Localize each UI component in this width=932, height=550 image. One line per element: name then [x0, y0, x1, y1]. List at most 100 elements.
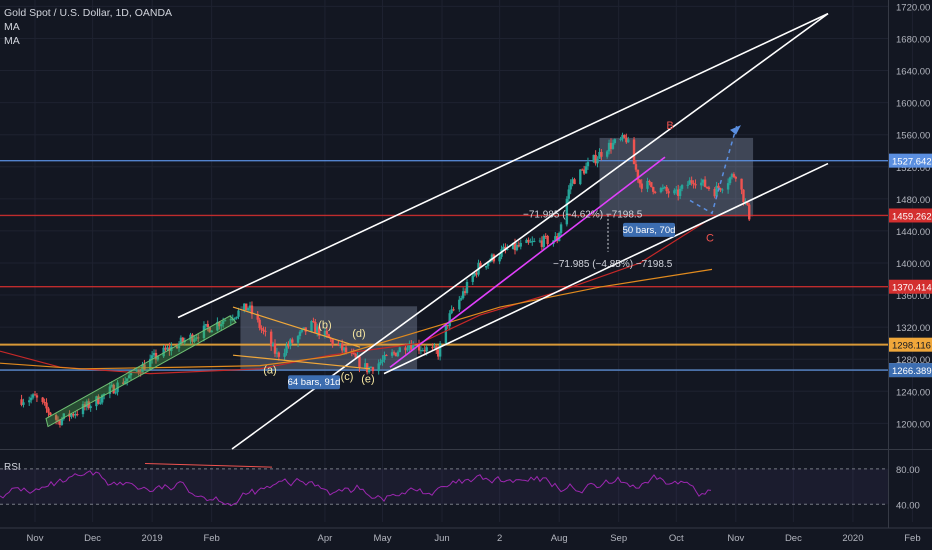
- candle-body: [700, 182, 703, 186]
- candle-body: [421, 350, 425, 352]
- candle-body: [404, 347, 407, 351]
- candle-body: [592, 154, 595, 163]
- candle-body: [223, 320, 227, 322]
- candle-body: [95, 396, 98, 407]
- candle-body: [688, 180, 691, 185]
- candle-body: [364, 363, 367, 368]
- candle-body: [542, 235, 545, 247]
- candle-body: [108, 386, 112, 394]
- ma1-label: MA: [4, 21, 20, 33]
- candle-body: [166, 347, 169, 350]
- candle-body: [605, 151, 609, 157]
- price-tick-label: 1400.00: [896, 259, 930, 270]
- candle-body: [406, 348, 409, 351]
- candle-body: [613, 139, 617, 143]
- candle-body: [383, 354, 386, 360]
- price-tick-label: 1720.00: [896, 2, 930, 13]
- candle-body: [325, 330, 329, 335]
- candle-body: [392, 352, 396, 354]
- candle-body: [354, 353, 357, 358]
- candle-body: [62, 413, 65, 419]
- candle-body: [640, 183, 643, 189]
- candle-body: [101, 394, 104, 403]
- candle-body: [680, 185, 684, 189]
- candle-body: [717, 185, 720, 189]
- candle-body: [609, 142, 613, 149]
- candle-body: [316, 326, 319, 333]
- candle-body: [365, 363, 369, 373]
- candle-body: [195, 337, 198, 339]
- candle-body: [371, 367, 375, 372]
- candle-body: [636, 169, 640, 180]
- candle-body: [586, 162, 590, 167]
- candle-body: [137, 370, 140, 373]
- candle-body: [99, 402, 102, 404]
- time-tick-label: Feb: [904, 533, 920, 544]
- candle-body: [730, 174, 734, 178]
- candle-body: [504, 246, 507, 250]
- candle-body: [289, 339, 292, 346]
- candle-body: [110, 384, 113, 387]
- candle-body: [448, 313, 451, 327]
- candle-body: [135, 370, 138, 372]
- candle-body: [197, 337, 200, 339]
- candle-body: [461, 291, 465, 299]
- candle-body: [517, 244, 521, 247]
- candle-body: [22, 402, 25, 405]
- candle-body: [746, 201, 749, 205]
- candle-body: [177, 343, 181, 349]
- price-level-tag: [889, 279, 932, 294]
- candle-body: [627, 139, 630, 143]
- candle-body: [327, 334, 330, 338]
- time-tick-label: Nov: [727, 533, 744, 544]
- candle-body: [513, 242, 517, 251]
- candle-body: [179, 337, 183, 344]
- candle-body: [648, 180, 651, 183]
- candle-body: [60, 418, 64, 425]
- candle-body: [475, 272, 478, 275]
- price-tick-label: 1440.00: [896, 227, 930, 238]
- candle-body: [385, 354, 388, 356]
- rsi-line: [0, 470, 712, 507]
- grid: [0, 0, 913, 522]
- candle-body: [298, 331, 302, 337]
- candle-body: [665, 186, 668, 192]
- price-tick-label: 1200.00: [896, 419, 930, 430]
- candle-body: [408, 344, 411, 349]
- candle-body: [287, 345, 290, 347]
- range-box-2: [599, 137, 754, 217]
- candle-body: [634, 164, 638, 170]
- candle-body: [74, 413, 77, 416]
- candle-body: [81, 404, 85, 415]
- candle-body: [740, 178, 743, 190]
- candle-body: [433, 346, 436, 348]
- candle-body: [506, 249, 509, 251]
- candle-body: [41, 397, 44, 402]
- candle-body: [452, 309, 455, 311]
- candle-body: [554, 236, 557, 241]
- candle-body: [677, 189, 680, 196]
- price-tick-label: 1240.00: [896, 387, 930, 398]
- measure-text-1: −71.985 (−4.62%) −7198.5: [523, 209, 643, 220]
- wave-label: (c): [341, 371, 354, 383]
- candle-body: [465, 281, 469, 293]
- candle-body: [423, 350, 426, 352]
- green-channel: [45, 315, 237, 428]
- price-level-label: 1266.389: [892, 366, 932, 377]
- candle-body: [659, 188, 663, 193]
- candle-body: [210, 330, 213, 333]
- candle-body: [262, 329, 265, 331]
- time-tick-label: 2020: [842, 533, 863, 544]
- candle-body: [350, 352, 353, 354]
- candle-body: [112, 384, 115, 394]
- candle-body: [460, 298, 463, 300]
- candle-body: [544, 235, 547, 237]
- candle-body: [675, 189, 678, 191]
- candle-body: [300, 329, 304, 332]
- candle-body: [143, 364, 146, 370]
- candle-body: [233, 318, 236, 320]
- candle-body: [419, 350, 423, 352]
- candle-body: [291, 339, 294, 343]
